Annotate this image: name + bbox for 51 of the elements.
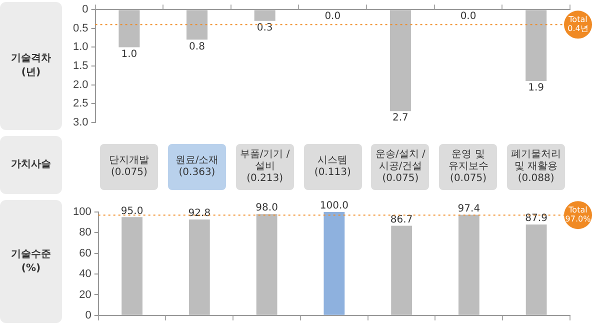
text: 부품/기기 /설비 (0.213) xyxy=(236,144,294,190)
bar xyxy=(254,10,276,21)
y-tick-label: 0.5 xyxy=(72,22,88,34)
data-label: 95.0 xyxy=(120,206,144,217)
bar xyxy=(256,214,278,315)
data-label: 1.9 xyxy=(528,82,544,94)
bar xyxy=(526,10,547,82)
data-label: 0.0 xyxy=(324,11,341,22)
ref-line-label: Total 0.4년 xyxy=(568,15,588,34)
text: 폐기물처리 및 재활용 (0.088) xyxy=(507,144,566,190)
y-tick-label: 100 xyxy=(72,206,92,218)
data-label: 92.8 xyxy=(188,208,211,220)
bar xyxy=(526,224,547,315)
y-tick-label: 0 xyxy=(85,309,92,322)
data-label: 97.4 xyxy=(458,203,480,214)
bar xyxy=(458,214,480,315)
data-label: 86.7 xyxy=(390,214,413,226)
y-tick-label: 40 xyxy=(79,268,92,280)
text: 시스템 (0.113) xyxy=(304,144,362,190)
bar xyxy=(390,10,411,112)
bar xyxy=(186,10,208,40)
y-tick-label: 1.5 xyxy=(72,60,88,72)
bar xyxy=(324,212,345,315)
data-label: 87.9 xyxy=(525,213,548,224)
y-axis-title: 기술격차 (년) xyxy=(0,2,62,130)
text: 가치사슬 xyxy=(0,136,62,194)
y-axis-title: 기술수준 (%) xyxy=(0,200,62,323)
text: 원료/소재 (0.363) xyxy=(168,144,226,190)
data-label: 0.8 xyxy=(189,41,205,52)
data-label: 1.0 xyxy=(121,48,138,60)
bar xyxy=(122,217,142,315)
y-tick-label: 60 xyxy=(79,247,92,260)
text: 단지개발 (0.075) xyxy=(100,144,158,190)
bar xyxy=(118,10,140,48)
y-tick-label: 1.0 xyxy=(72,41,88,54)
y-tick-label: 20 xyxy=(79,288,92,301)
y-tick-label: 3.0 xyxy=(72,116,88,128)
text: 운영 및 유지보수 (0.075) xyxy=(439,144,498,190)
ref-line-label: Total 97.0% xyxy=(565,206,592,224)
data-label: 2.7 xyxy=(392,112,408,124)
data-label: 0.3 xyxy=(256,22,273,34)
bar xyxy=(391,226,412,315)
bar xyxy=(188,219,210,315)
y-tick-label: 80 xyxy=(79,226,92,239)
data-label: 98.0 xyxy=(256,202,278,214)
data-label: 0.0 xyxy=(460,11,476,22)
text: 운송/설치 /시공/건설 (0.075) xyxy=(371,144,430,190)
y-tick-label: 0 xyxy=(82,4,88,16)
y-tick-label: 2.0 xyxy=(72,78,88,91)
y-tick-label: 2.5 xyxy=(72,98,88,110)
data-label: 100.0 xyxy=(320,200,348,212)
